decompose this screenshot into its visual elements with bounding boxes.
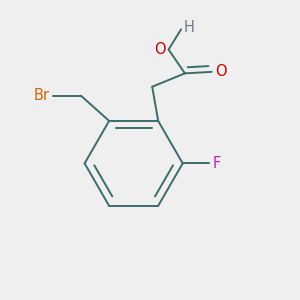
- Text: F: F: [212, 156, 221, 171]
- Text: H: H: [184, 20, 195, 35]
- Text: O: O: [154, 42, 166, 57]
- Text: Br: Br: [34, 88, 50, 103]
- Text: O: O: [214, 64, 226, 80]
